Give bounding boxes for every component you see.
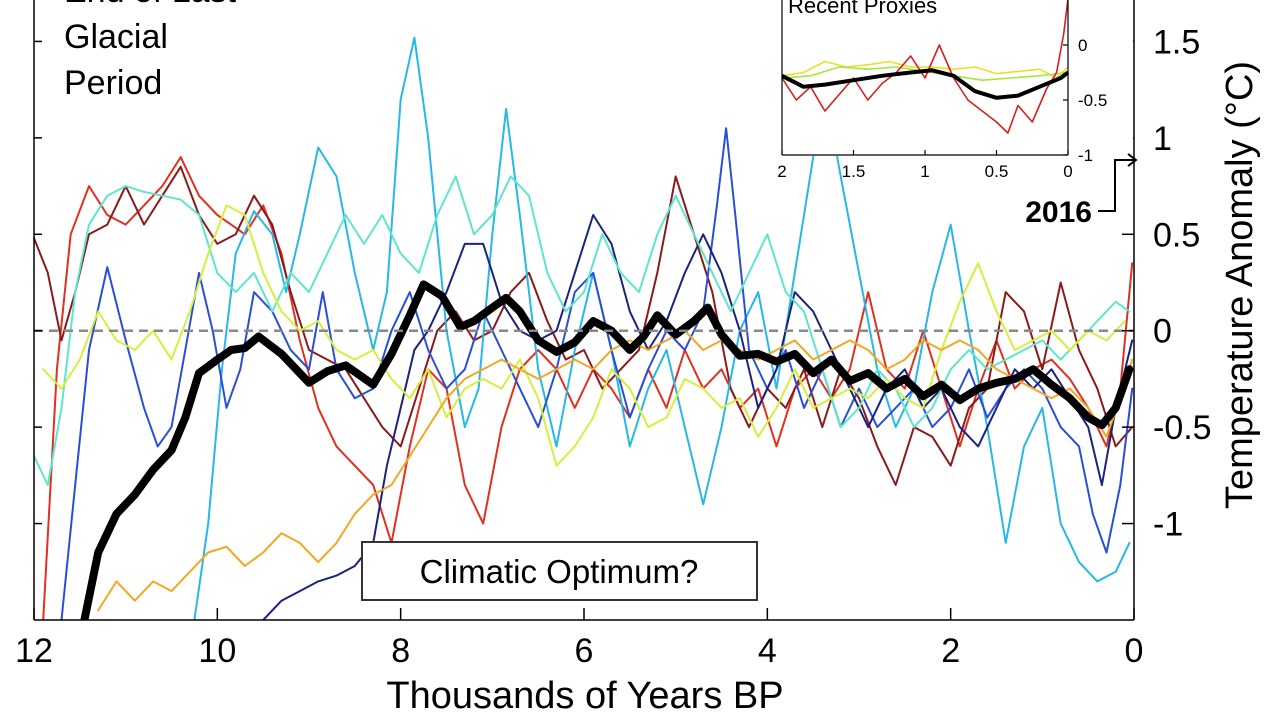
annotation-glacial-line: Glacial	[64, 18, 168, 56]
annotation-glacial-line: End of Last	[64, 0, 237, 10]
y-tick-label: 1	[1153, 120, 1172, 158]
y-tick-label: -0.5	[1153, 409, 1212, 447]
series-line	[193, 36, 1131, 620]
ticks-group: 12 10 8 6 4 2 01.510.50-0.5-1	[15, 23, 1212, 670]
x-tick-label: 8	[391, 632, 410, 670]
series-line	[262, 214, 1134, 620]
x-tick-label: 6	[575, 632, 594, 670]
inset-x-tick-label: 2	[777, 162, 786, 181]
series-line	[42, 204, 1126, 467]
x-tick-label: 0	[1125, 632, 1144, 670]
annotation-glacial-line: Period	[64, 64, 162, 102]
year-2016-label: 2016	[1025, 196, 1092, 229]
inset-axes-group: 2 1.5 1 0.5 0 0 -0.5 -1	[777, 0, 1107, 181]
x-tick-label: 10	[198, 632, 236, 670]
inset-y-tick-label: -1	[1078, 146, 1093, 165]
inset-x-tick-label: 0.5	[985, 162, 1009, 181]
climatic-optimum-box: Climatic Optimum?	[361, 541, 758, 601]
x-tick-label: 12	[15, 632, 53, 670]
x-tick-label: 2	[941, 632, 960, 670]
x-tick-label: 4	[758, 632, 777, 670]
inset-y-tick-label: -0.5	[1078, 91, 1107, 110]
year-2016-pointer: 2016	[1025, 153, 1138, 229]
inset-series-line	[781, 60, 1069, 79]
inset-series-group	[781, 0, 1070, 134]
recent-proxies-inset: 2 1.5 1 0.5 0 0 -0.5 -1 Recent Proxies	[777, 0, 1133, 181]
inset-x-tick-label: 0	[1063, 162, 1072, 181]
y-axis-label: Temperature Anomaly (°C)	[1219, 61, 1261, 509]
climatic-optimum-label: Climatic Optimum?	[420, 553, 699, 590]
series-line	[34, 175, 1131, 486]
series-line	[42, 156, 1134, 620]
inset-series-line	[781, 68, 1070, 100]
y-tick-label: 0.5	[1153, 216, 1200, 254]
annotation-glacial-line-1: End of Last Glacial Period	[64, 0, 237, 102]
y-tick-label: -1	[1153, 506, 1183, 544]
y-tick-label: 1.5	[1153, 23, 1200, 61]
inset-series-line	[781, 0, 1069, 134]
inset-x-tick-label: 1	[920, 162, 929, 181]
inset-x-tick-label: 1.5	[842, 162, 866, 181]
y-tick-label: 0	[1153, 313, 1172, 351]
x-axis-label: Thousands of Years BP	[386, 675, 783, 717]
inset-title: Recent Proxies	[788, 0, 937, 18]
inset-y-tick-label: 0	[1078, 36, 1087, 55]
